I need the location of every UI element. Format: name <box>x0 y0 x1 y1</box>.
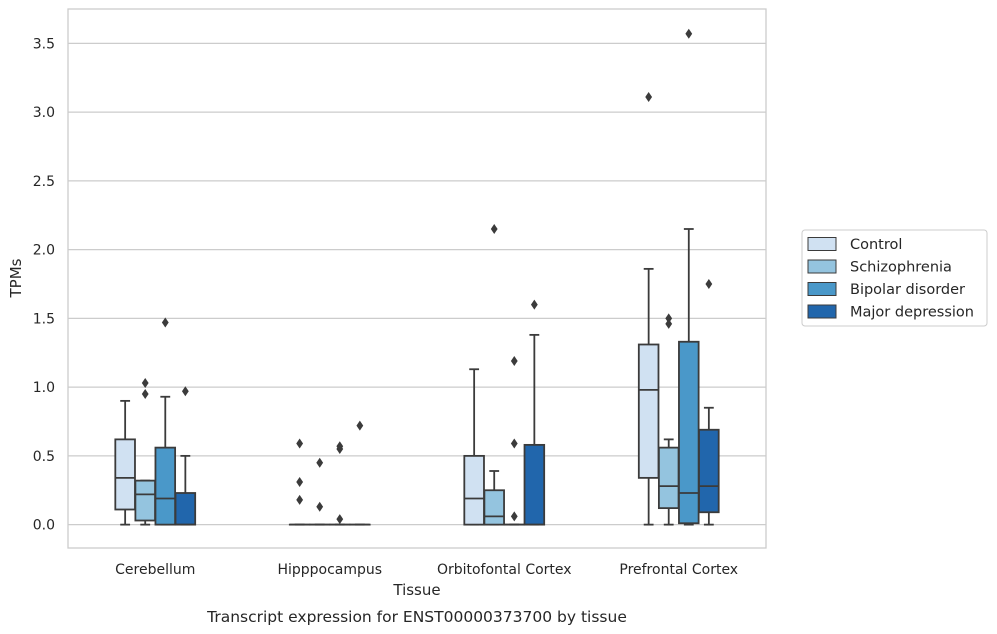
box-iqr <box>154 446 177 526</box>
legend-swatch <box>807 282 837 296</box>
legend-label: Bipolar disorder <box>850 282 965 298</box>
flier-point <box>490 224 498 234</box>
y-tick-label: 3.0 <box>33 105 55 121</box>
box-2-0 <box>154 317 177 526</box>
flier-point <box>705 279 713 289</box>
flier-point <box>665 313 673 324</box>
box-iqr <box>463 454 485 526</box>
box-iqr <box>483 489 505 526</box>
flier-point <box>141 378 149 388</box>
x-tick-label: Prefrontal Cortex <box>619 562 738 578</box>
flier-point <box>336 444 344 454</box>
flier-point <box>510 511 518 522</box>
box-0-2 <box>463 368 485 526</box>
flier-point <box>141 389 149 399</box>
box-1-2 <box>483 224 505 526</box>
box-iqr <box>657 446 680 510</box>
box-0-3 <box>637 92 660 526</box>
flier-point <box>316 457 324 468</box>
box-3-0 <box>174 386 197 526</box>
flier-point <box>181 386 189 397</box>
flier-point <box>665 318 673 329</box>
flier-point <box>336 514 344 525</box>
legend-swatch <box>807 259 837 274</box>
legend-frame <box>801 229 988 327</box>
legend: Control Schizophrenia Bipolar disorder Majo… <box>801 229 988 327</box>
y-tick-label: 2.0 <box>33 243 55 259</box>
box-2-2 <box>503 356 526 526</box>
box-0-0 <box>114 399 136 526</box>
box-2-3 <box>678 28 700 526</box>
chart-caption: Transcript expression for ENST0000037370… <box>206 608 627 626</box>
legend-label: Major depression <box>850 305 974 321</box>
box-2-1 <box>329 441 351 526</box>
plot-frame <box>67 8 767 549</box>
legend-swatch <box>807 304 837 319</box>
flier-point <box>296 438 304 449</box>
flier-point <box>316 501 324 512</box>
box-1-3 <box>657 313 680 526</box>
x-tick-label: Cerebellum <box>115 562 195 578</box>
box-1-1 <box>308 457 331 526</box>
flier-point <box>685 28 693 39</box>
box-0-1 <box>288 438 311 526</box>
flier-point <box>530 299 538 310</box>
y-axis-label: TPMs <box>7 258 25 298</box>
x-tick-label: Hipppocampus <box>277 562 382 578</box>
y-tick-label: 3.5 <box>33 36 55 52</box>
flier-point <box>161 317 169 328</box>
box-iqr <box>134 479 156 522</box>
y-tick-label: 2.5 <box>33 174 55 190</box>
x-axis-label: Tissue <box>392 581 440 599</box>
y-tick-label: 1.0 <box>33 380 55 396</box>
y-tick-label: 0.5 <box>33 449 55 465</box>
flier-point <box>296 477 304 487</box>
y-tick-label: 0.0 <box>33 518 55 534</box>
flier-point <box>510 356 518 366</box>
box-iqr <box>523 443 546 526</box>
box-groups <box>114 28 720 526</box>
box-iqr <box>678 340 700 525</box>
flier-point <box>296 494 304 505</box>
legend-label: Control <box>850 237 902 253</box>
box-3-2 <box>523 299 546 526</box>
box-3-3 <box>698 279 720 526</box>
legend-label: Schizophrenia <box>850 260 952 276</box>
legend-swatch <box>807 237 837 251</box>
flier-point <box>645 92 653 102</box>
y-tick-labels: 0.0 0.5 1.0 1.5 2.0 2.5 3.0 3.5 <box>33 36 55 533</box>
x-tick-label: Orbitofontal Cortex <box>437 562 572 578</box>
box-iqr <box>114 438 136 511</box>
flier-point <box>356 420 364 431</box>
box-iqr <box>698 428 720 514</box>
flier-point <box>510 438 518 449</box>
box-1-0 <box>134 378 156 526</box>
y-tick-label: 1.5 <box>33 311 55 327</box>
box-iqr <box>174 492 197 526</box>
box-3-1 <box>349 420 371 526</box>
box-iqr <box>637 343 660 479</box>
x-tick-labels: Cerebellum Hipppocampus Orbitofontal Corte… <box>115 562 738 578</box>
